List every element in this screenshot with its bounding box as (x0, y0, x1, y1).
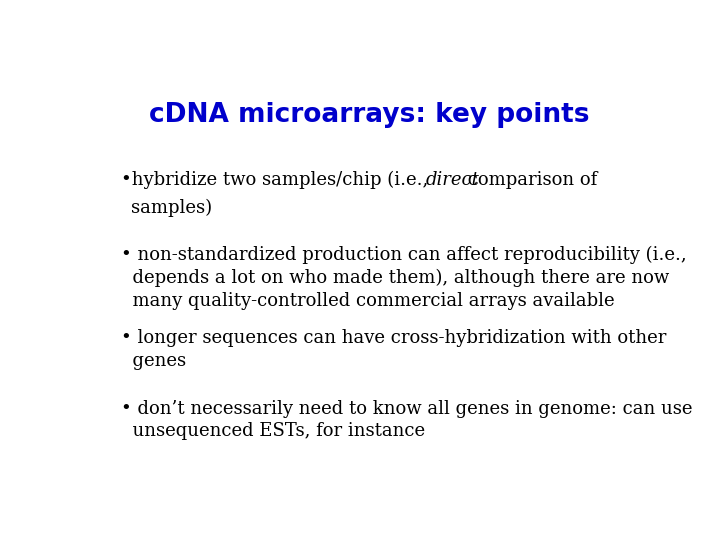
Text: • non-standardized production can affect reproducibility (i.e.,
  depends a lot : • non-standardized production can affect… (121, 246, 686, 310)
Text: comparison of: comparison of (462, 171, 597, 189)
Text: samples): samples) (131, 199, 212, 218)
Text: • don’t necessarily need to know all genes in genome: can use
  unsequenced ESTs: • don’t necessarily need to know all gen… (121, 400, 692, 441)
Text: •hybridize two samples/chip (i.e.,: •hybridize two samples/chip (i.e., (121, 171, 433, 189)
Text: cDNA microarrays: key points: cDNA microarrays: key points (149, 102, 589, 128)
Text: direct: direct (426, 171, 480, 189)
Text: • longer sequences can have cross-hybridization with other
  genes: • longer sequences can have cross-hybrid… (121, 329, 666, 370)
